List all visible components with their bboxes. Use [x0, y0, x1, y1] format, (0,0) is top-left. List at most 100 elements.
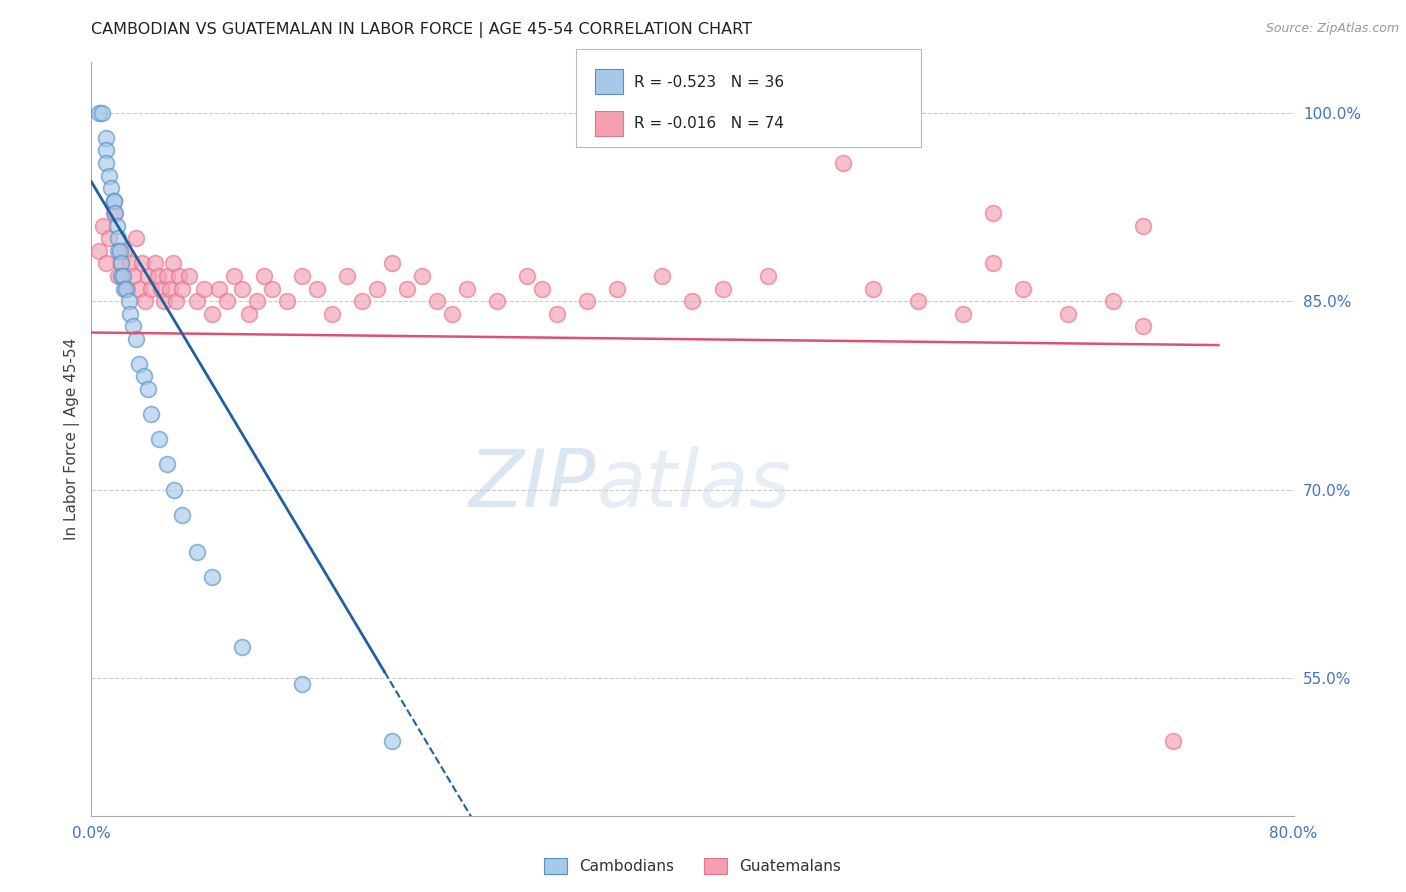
- Point: [170, 508, 193, 522]
- Point: [131, 256, 153, 270]
- Point: [152, 294, 174, 309]
- Point: [96, 156, 118, 170]
- Text: CAMBODIAN VS GUATEMALAN IN LABOR FORCE | AGE 45-54 CORRELATION CHART: CAMBODIAN VS GUATEMALAN IN LABOR FORCE |…: [91, 22, 752, 38]
- Point: [107, 231, 129, 245]
- Point: [132, 369, 155, 384]
- Point: [107, 244, 129, 258]
- Point: [167, 268, 190, 283]
- Point: [276, 294, 298, 309]
- Point: [193, 282, 215, 296]
- Point: [831, 156, 853, 170]
- Point: [395, 282, 418, 296]
- Point: [1057, 307, 1080, 321]
- Point: [486, 294, 509, 309]
- Point: [186, 294, 208, 309]
- Point: [162, 256, 184, 270]
- Point: [107, 268, 129, 283]
- Point: [1102, 294, 1125, 309]
- Point: [981, 206, 1004, 220]
- Point: [134, 294, 156, 309]
- Point: [125, 231, 148, 245]
- Point: [96, 144, 118, 158]
- Point: [186, 545, 208, 559]
- Point: [110, 268, 132, 283]
- Point: [128, 282, 150, 296]
- Point: [170, 282, 193, 296]
- Point: [177, 268, 200, 283]
- Point: [128, 357, 150, 371]
- Text: Source: ZipAtlas.com: Source: ZipAtlas.com: [1265, 22, 1399, 36]
- Point: [148, 433, 170, 447]
- Point: [141, 407, 163, 421]
- Point: [321, 307, 343, 321]
- Point: [110, 256, 132, 270]
- Point: [651, 268, 673, 283]
- Point: [105, 219, 128, 233]
- Point: [122, 319, 145, 334]
- Point: [115, 282, 138, 296]
- Point: [238, 307, 260, 321]
- Point: [711, 282, 734, 296]
- Point: [96, 256, 118, 270]
- Point: [87, 244, 110, 258]
- Point: [231, 282, 253, 296]
- Point: [165, 294, 187, 309]
- Point: [120, 307, 142, 321]
- Point: [96, 131, 118, 145]
- Point: [201, 570, 224, 584]
- Y-axis label: In Labor Force | Age 45-54: In Labor Force | Age 45-54: [65, 338, 80, 541]
- Point: [1012, 282, 1035, 296]
- Point: [546, 307, 568, 321]
- Point: [100, 181, 122, 195]
- Point: [246, 294, 269, 309]
- Point: [440, 307, 463, 321]
- Point: [426, 294, 449, 309]
- Point: [143, 256, 166, 270]
- Point: [981, 256, 1004, 270]
- Point: [516, 268, 538, 283]
- Point: [253, 268, 276, 283]
- Point: [231, 640, 253, 654]
- Point: [291, 268, 314, 283]
- Point: [138, 382, 160, 396]
- Point: [366, 282, 388, 296]
- Text: atlas: atlas: [596, 445, 792, 524]
- Point: [606, 282, 628, 296]
- Point: [114, 282, 136, 296]
- Text: R = -0.523   N = 36: R = -0.523 N = 36: [634, 75, 785, 89]
- Point: [146, 268, 169, 283]
- Text: R = -0.016   N = 74: R = -0.016 N = 74: [634, 116, 785, 130]
- Point: [103, 194, 125, 208]
- Point: [350, 294, 373, 309]
- Point: [531, 282, 554, 296]
- Point: [149, 282, 172, 296]
- Point: [93, 219, 115, 233]
- Point: [201, 307, 224, 321]
- Legend: Cambodians, Guatemalans: Cambodians, Guatemalans: [537, 852, 848, 880]
- Point: [576, 294, 599, 309]
- Point: [411, 268, 433, 283]
- Point: [155, 268, 177, 283]
- Point: [381, 733, 404, 747]
- Point: [120, 256, 142, 270]
- Point: [260, 282, 283, 296]
- Point: [952, 307, 974, 321]
- Point: [1132, 319, 1154, 334]
- Point: [138, 268, 160, 283]
- Point: [224, 268, 246, 283]
- Point: [114, 244, 136, 258]
- Point: [862, 282, 884, 296]
- Point: [291, 677, 314, 691]
- Point: [108, 244, 131, 258]
- Point: [155, 458, 177, 472]
- Point: [141, 282, 163, 296]
- Point: [125, 332, 148, 346]
- Point: [87, 105, 110, 120]
- Point: [104, 206, 127, 220]
- Point: [1132, 219, 1154, 233]
- Point: [681, 294, 703, 309]
- Point: [90, 105, 112, 120]
- Point: [163, 483, 186, 497]
- Point: [215, 294, 238, 309]
- Point: [103, 206, 125, 220]
